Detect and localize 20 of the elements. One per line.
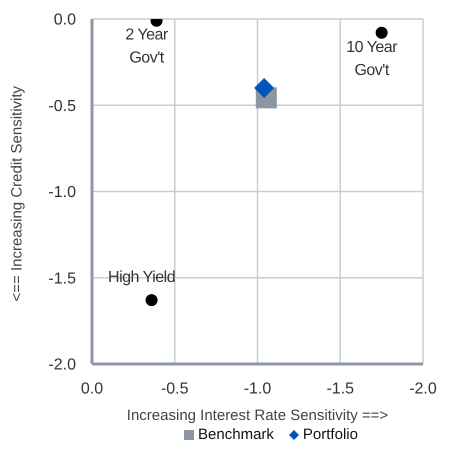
- annotation: 2 Year Gov't: [125, 26, 169, 67]
- x-tick-label: -2.0: [409, 380, 437, 398]
- y-tick-label: -1.0: [48, 184, 76, 202]
- x-tick-label: -1.0: [244, 380, 272, 398]
- annotation: High Yield: [108, 269, 176, 286]
- y-tick-label: -2.0: [48, 356, 76, 374]
- y-tick-label: 0.0: [54, 12, 76, 29]
- annotation: 10 Year Gov't: [346, 38, 398, 79]
- x-tick-label: 0.0: [80, 380, 104, 398]
- x-axis-title: Increasing Interest Rate Sensitivity ==>: [126, 407, 388, 424]
- point: [146, 294, 158, 306]
- legend-label: Benchmark: [197, 426, 274, 443]
- y-tick-label: -1.5: [48, 270, 76, 288]
- y-tick-label: -0.5: [48, 98, 76, 115]
- legend-label: Portfolio: [302, 426, 358, 443]
- x-tick-label: -0.5: [160, 380, 189, 398]
- point: [376, 26, 388, 39]
- x-tick-label: -1.5: [326, 380, 354, 398]
- point: [254, 78, 274, 98]
- y-axis-title: <== Increasing Credit Sensitivity: [8, 85, 26, 302]
